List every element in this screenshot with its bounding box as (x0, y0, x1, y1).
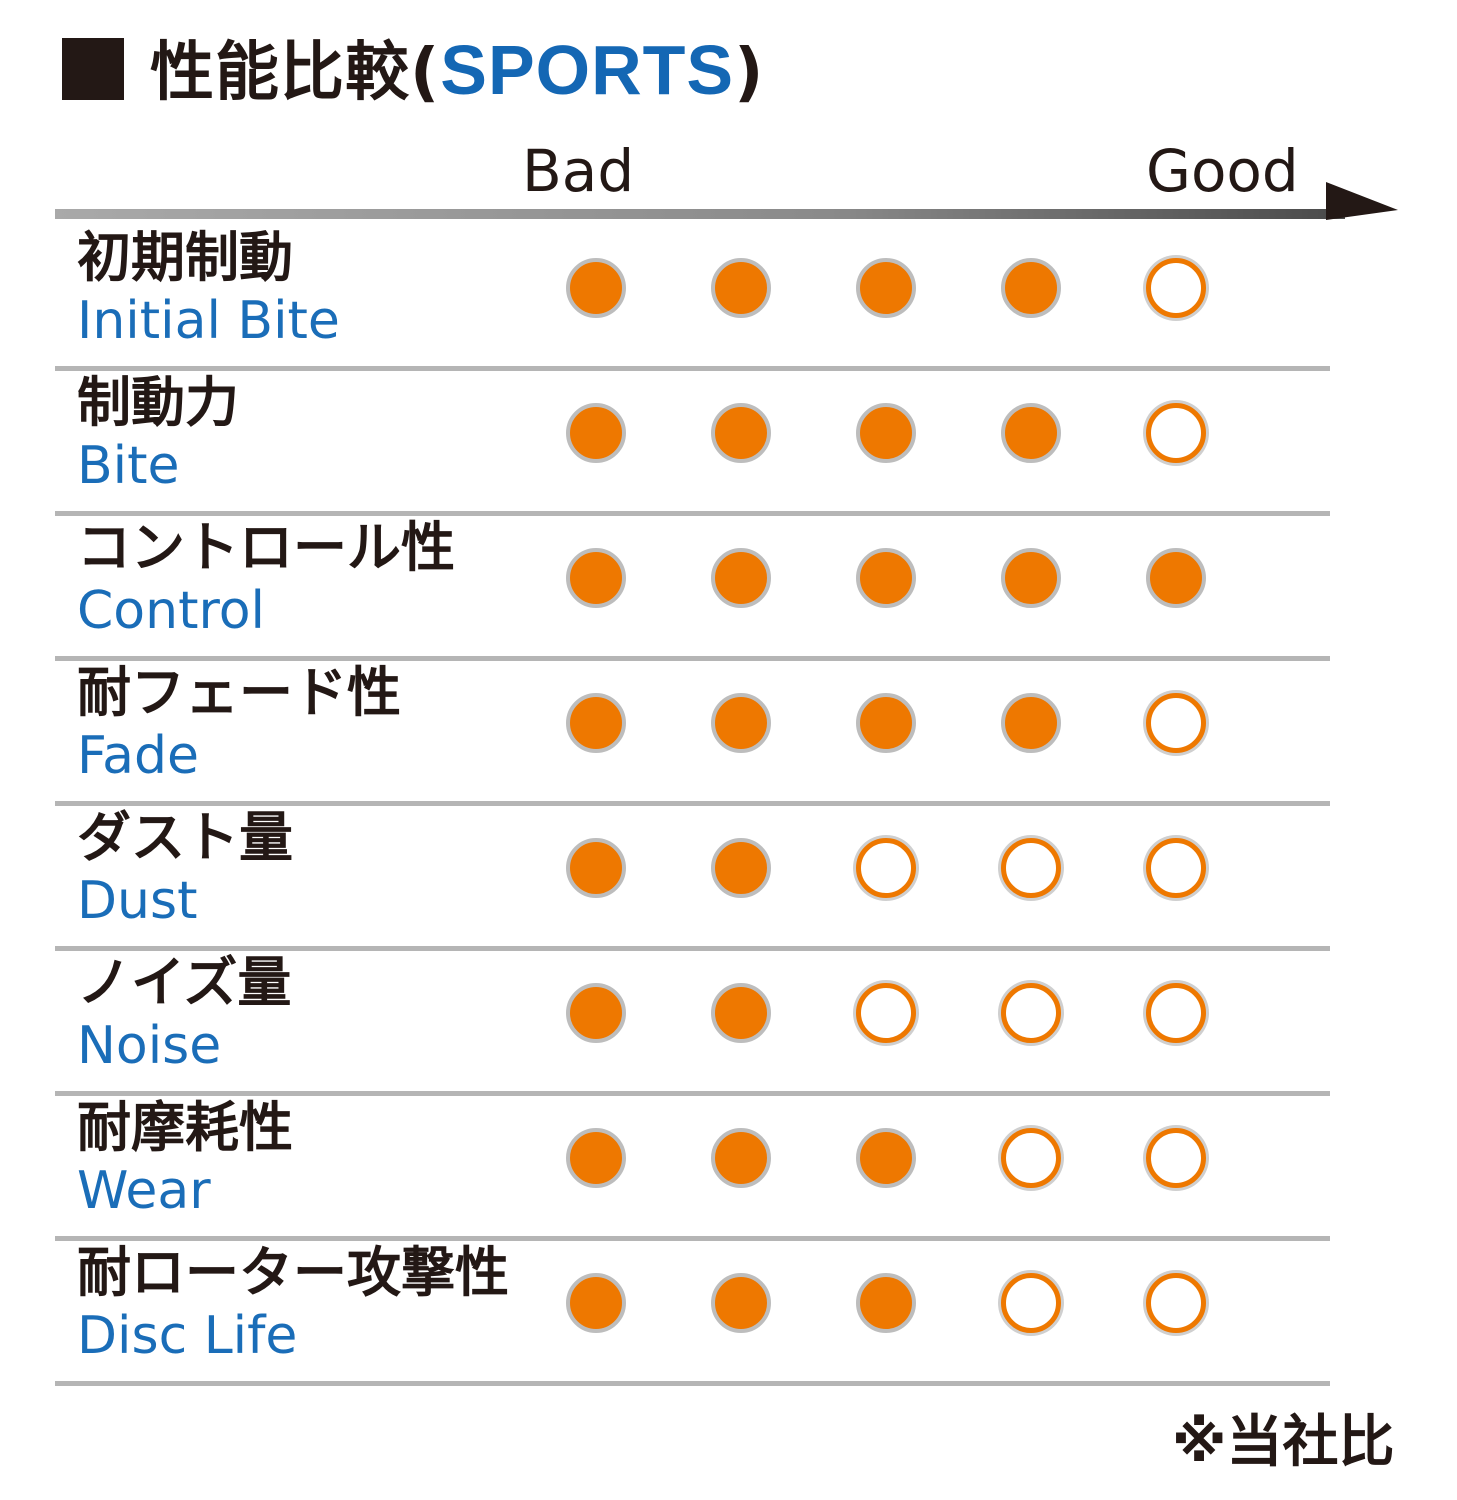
rating-row: 初期制動 Initial Bite (55, 220, 1330, 371)
rating-dot-filled (711, 258, 771, 318)
scale-axis-line (55, 209, 1345, 219)
row-divider (55, 511, 1330, 516)
row-divider (55, 656, 1330, 661)
rating-dot-empty (1146, 693, 1206, 753)
rating-dot-filled (711, 548, 771, 608)
title-square-icon (62, 38, 124, 100)
rating-dot-filled (1001, 403, 1061, 463)
rating-dot-filled (711, 983, 771, 1043)
rating-dot-filled (856, 403, 916, 463)
row-label-jp: 耐ローター攻撃性 (77, 1241, 509, 1304)
rating-dot-filled (1001, 693, 1061, 753)
row-label-jp: 初期制動 (77, 226, 293, 289)
title-series-name: SPORTS (440, 31, 735, 109)
rating-row: 耐摩耗性 Wear (55, 1090, 1330, 1241)
row-label-en: Noise (77, 1016, 222, 1076)
rating-dot-empty (1001, 1128, 1061, 1188)
rating-dot-filled (856, 258, 916, 318)
rating-dot-empty (856, 838, 916, 898)
rating-row: 耐フェード性 Fade (55, 655, 1330, 806)
title-close-paren: ) (734, 36, 765, 110)
row-divider (55, 366, 1330, 371)
title-open-paren: ( (410, 36, 441, 110)
rating-dot-empty (1001, 838, 1061, 898)
rating-dot-filled (566, 1128, 626, 1188)
rating-dot-filled (711, 838, 771, 898)
rating-dot-filled (1001, 258, 1061, 318)
rating-dot-filled (711, 1273, 771, 1333)
row-divider (55, 1236, 1330, 1241)
row-label-en: Wear (77, 1161, 211, 1221)
row-label-jp: ダスト量 (77, 806, 293, 869)
scale-low-label: Bad (522, 137, 635, 205)
rating-dot-filled (566, 838, 626, 898)
rating-dot-empty (1001, 1273, 1061, 1333)
title-jp: 性能比較 (150, 36, 410, 110)
row-label-en: Dust (77, 871, 198, 931)
rating-dot-empty (1146, 258, 1206, 318)
rating-dot-filled (566, 983, 626, 1043)
rating-dot-filled (566, 1273, 626, 1333)
rating-dot-filled (1001, 548, 1061, 608)
rating-dot-filled (711, 693, 771, 753)
rating-dot-filled (1146, 548, 1206, 608)
rating-dot-filled (566, 403, 626, 463)
rating-dot-empty (1146, 1273, 1206, 1333)
rating-dot-filled (856, 1128, 916, 1188)
row-label-jp: コントロール性 (77, 516, 455, 579)
footnote: ※当社比 (1172, 1410, 1395, 1475)
rating-row: 制動力 Bite (55, 365, 1330, 516)
row-label-en: Fade (77, 726, 200, 786)
scale-arrow-icon (1326, 182, 1398, 220)
row-label-en: Bite (77, 436, 180, 496)
row-divider (55, 946, 1330, 951)
row-label-jp: 耐フェード性 (77, 661, 401, 724)
rating-dot-filled (566, 258, 626, 318)
rating-dot-empty (856, 983, 916, 1043)
rating-row: ノイズ量 Noise (55, 945, 1330, 1096)
scale-high-label: Good (1146, 137, 1299, 205)
rating-row: 耐ローター攻撃性 Disc Life (55, 1235, 1330, 1386)
rating-dot-filled (856, 693, 916, 753)
row-divider (55, 801, 1330, 806)
rating-dot-empty (1146, 403, 1206, 463)
row-label-en: Control (77, 581, 265, 641)
rating-dot-empty (1001, 983, 1061, 1043)
rating-dot-filled (711, 1128, 771, 1188)
rating-dot-filled (856, 1273, 916, 1333)
rating-dot-filled (566, 548, 626, 608)
rating-row: ダスト量 Dust (55, 800, 1330, 951)
row-label-en: Initial Bite (77, 291, 340, 351)
rating-dot-empty (1146, 983, 1206, 1043)
rating-dot-filled (566, 693, 626, 753)
rating-dot-filled (711, 403, 771, 463)
rating-row: コントロール性 Control (55, 510, 1330, 661)
chart-title: 性能比較(SPORTS) (150, 24, 764, 119)
row-divider (55, 1381, 1330, 1386)
row-label-en: Disc Life (77, 1306, 298, 1366)
rating-dot-empty (1146, 1128, 1206, 1188)
rating-dot-filled (856, 548, 916, 608)
row-label-jp: 制動力 (77, 371, 239, 434)
row-label-jp: ノイズ量 (77, 951, 292, 1014)
rating-dot-empty (1146, 838, 1206, 898)
row-label-jp: 耐摩耗性 (77, 1096, 293, 1159)
row-divider (55, 1091, 1330, 1096)
